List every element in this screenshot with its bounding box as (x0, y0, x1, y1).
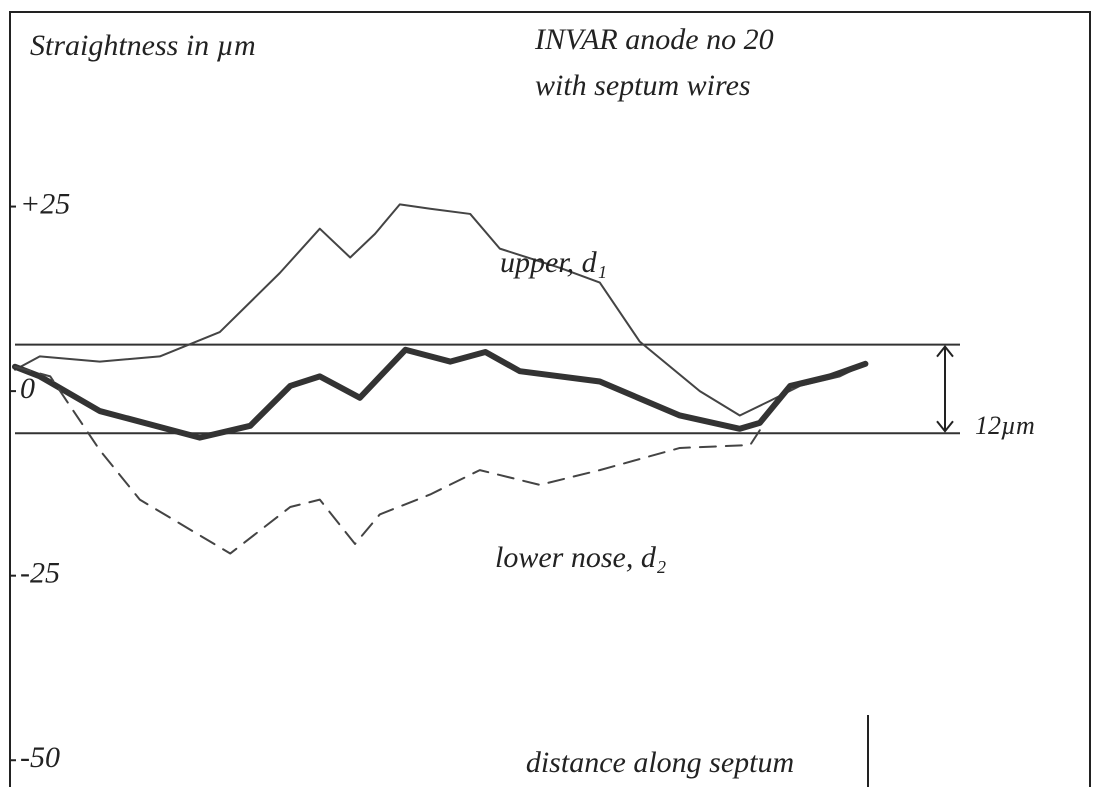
series-label: upper, d₁ (500, 246, 607, 279)
chart-title: Straightness in µm (30, 29, 256, 62)
y-tick-label: -25 (20, 557, 60, 590)
series-line (15, 204, 865, 415)
series-label: lower nose, d₂ (495, 541, 666, 574)
chart-subtitle: with septum wires (535, 69, 751, 102)
frame (10, 12, 1090, 787)
x-axis-label: distance along septum (526, 746, 794, 779)
page: {"chart_data": {"type": "line", "title":… (0, 0, 1097, 787)
series-line (15, 367, 760, 554)
band-label: 12µm (975, 411, 1035, 440)
chart: Straightness in µm INVAR anode no 20 wit… (0, 0, 1097, 787)
y-tick-label: -50 (20, 741, 60, 774)
y-tick-label: 0 (20, 372, 35, 405)
series-line (15, 350, 865, 438)
chart-subtitle: INVAR anode no 20 (534, 23, 774, 56)
y-tick-label: +25 (20, 187, 70, 220)
